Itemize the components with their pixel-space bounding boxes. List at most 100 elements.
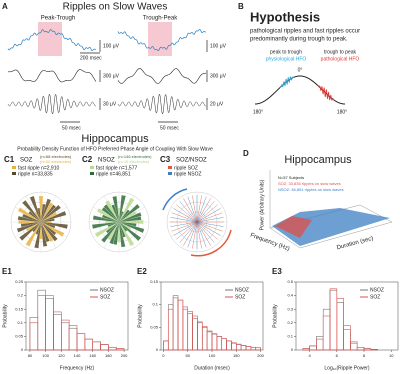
highlight <box>38 22 62 56</box>
rose-wedge <box>94 222 119 238</box>
histogram-bar <box>316 338 324 351</box>
x-tick-label: 200 <box>121 353 128 358</box>
x-tick-label: 150 <box>233 353 240 358</box>
histogram-bar <box>240 345 247 351</box>
histogram-bar <box>45 298 54 351</box>
rose-line <box>196 221 215 243</box>
rose-wedge <box>32 222 41 233</box>
histogram-bar <box>61 322 70 351</box>
rose-wedge <box>41 218 55 222</box>
hfo-burst <box>279 76 295 88</box>
histogram-bar <box>108 346 117 351</box>
d-note: SOZ: 33,835 ripples on slow waves <box>278 181 341 186</box>
legend-label: SOZ <box>100 294 110 300</box>
legend-label: SOZ <box>235 294 245 300</box>
histogram-bar <box>182 306 189 351</box>
histogram-bar <box>192 315 198 351</box>
y-tick-label: 0.4 <box>287 293 293 298</box>
legend-label: ripple n=46,851 <box>96 171 131 177</box>
ripple-wave <box>7 93 97 115</box>
rose-wedge <box>34 211 41 222</box>
panel-label: C2 <box>82 155 93 164</box>
rose-wedge <box>119 222 126 238</box>
rose-line <box>171 221 198 232</box>
histogram-bar <box>37 289 46 351</box>
x-tick-label: 120 <box>58 353 65 358</box>
rose-wedge <box>17 207 41 222</box>
legend-label: NSOZ <box>370 287 384 293</box>
histogram-bar <box>350 341 358 351</box>
rose-line <box>196 198 211 223</box>
rose-line <box>171 212 198 223</box>
histogram-bar <box>163 340 169 351</box>
d-note: NSOZ: 46,851 ripples on slow waves <box>278 187 344 192</box>
rose-wedge <box>119 195 126 222</box>
histogram-bar <box>92 341 101 351</box>
histogram-bar <box>216 336 223 351</box>
y-tick-label: 0.3 <box>287 306 293 311</box>
rose-wedge <box>26 222 41 232</box>
histogram-bar <box>336 302 344 351</box>
histogram-bar <box>343 329 351 351</box>
histogram-bar <box>68 325 78 351</box>
rose-line <box>179 201 198 223</box>
group-label: SOZ/NSOZ <box>176 158 207 164</box>
y-axis-label: Probability <box>272 304 278 328</box>
histogram-bar <box>356 346 365 351</box>
rose-wedge <box>106 222 119 234</box>
rose-wedge <box>41 222 57 236</box>
histogram-bar <box>29 322 39 351</box>
legend-label: SOZ <box>370 294 380 300</box>
panel-label: A <box>2 2 8 11</box>
rose-line <box>196 195 202 223</box>
histogram-bar <box>322 308 331 351</box>
histogram-bar <box>363 348 372 351</box>
rose-wedge <box>119 222 137 227</box>
rose-wedge <box>17 216 41 222</box>
histogram-bar <box>235 343 242 351</box>
rose-wedge <box>113 222 119 245</box>
histogram-bar <box>92 341 101 351</box>
x-tick-label: 160 <box>89 353 96 358</box>
hypothesis-text: predominantly during trough to peak. <box>250 37 348 43</box>
rose-line <box>196 217 224 223</box>
histogram-bar <box>206 331 213 351</box>
hfo-burst <box>317 85 335 101</box>
y-tick-label: 0.1 <box>287 333 293 338</box>
group-label: NSOZ <box>98 158 115 164</box>
scale-label: 20 μV <box>210 101 224 107</box>
rose-wedge <box>37 208 41 222</box>
rose-line <box>187 221 198 248</box>
panel-label: D <box>243 149 249 158</box>
rose-wedge <box>101 207 119 222</box>
y-tick-label: 0.15 <box>150 279 159 284</box>
histogram-bar <box>182 308 189 351</box>
rose-line <box>170 221 198 227</box>
rose-wedge <box>105 200 119 222</box>
rose-wedge <box>105 220 119 224</box>
rose-wedge <box>119 197 135 222</box>
legend-swatch <box>168 166 172 169</box>
histogram-bar <box>84 338 93 351</box>
histogram-bar <box>356 346 365 351</box>
x-axis-label: Duration (msec) <box>194 365 230 371</box>
y-tick-label: 0 <box>291 347 294 352</box>
rose-wedge <box>119 216 142 222</box>
rose-wedge <box>34 222 41 249</box>
legend-swatch <box>12 172 16 175</box>
histogram-bar <box>221 338 227 351</box>
rose-wedge <box>107 222 119 240</box>
slow-wave <box>117 29 207 51</box>
rose-line <box>173 221 198 236</box>
histogram-bar <box>231 342 237 351</box>
panel-label: C3 <box>160 155 171 164</box>
histogram-bar <box>231 342 237 351</box>
rose-wedge <box>119 222 128 232</box>
rose-wedge <box>117 207 121 222</box>
rose-wedge <box>112 196 119 222</box>
waveforms <box>7 29 207 115</box>
y-tick-label: 0.25 <box>15 279 24 284</box>
ripple-wave <box>117 93 207 115</box>
rose-wedge <box>41 211 57 222</box>
histogram-bar <box>336 298 344 351</box>
